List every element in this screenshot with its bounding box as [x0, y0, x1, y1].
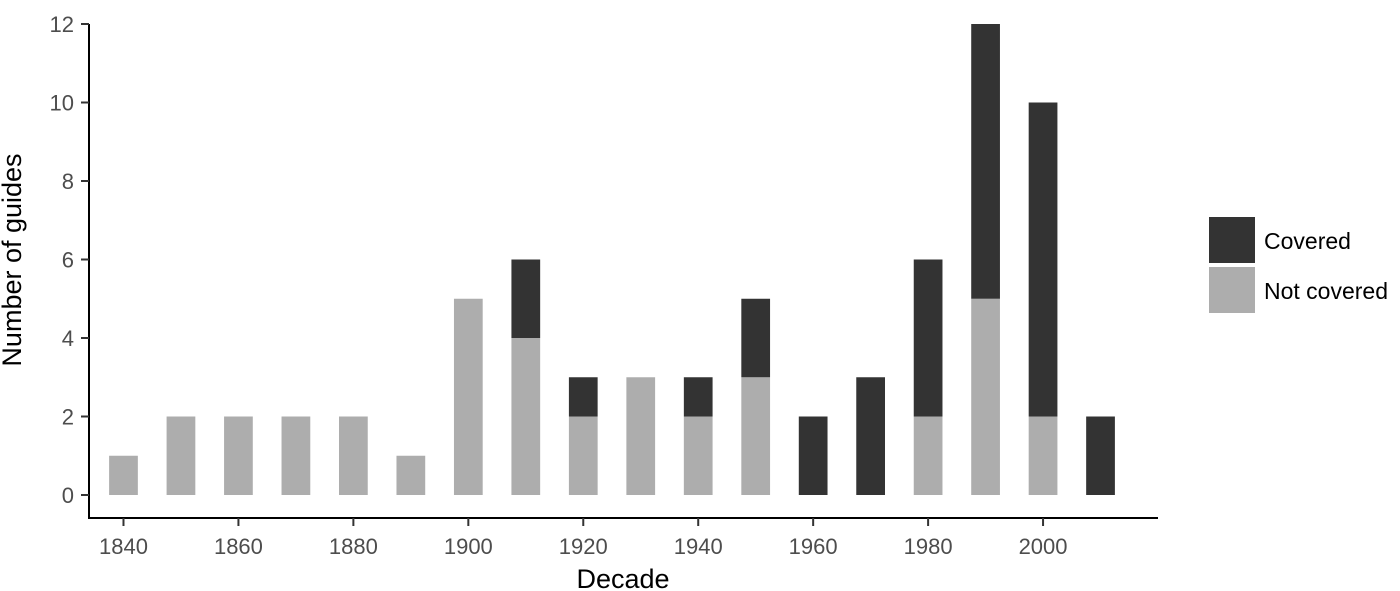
bar-1930-not-covered [626, 377, 656, 495]
x-axis-title: Decade [576, 564, 669, 591]
bar-1940-covered [683, 377, 713, 417]
x-tick-label: 2000 [1019, 534, 1068, 559]
y-tick-label: 2 [62, 405, 74, 430]
bar-1940-not-covered [683, 416, 713, 495]
bars-group [109, 24, 1115, 495]
bar-1980-covered [913, 259, 943, 417]
y-tick-label: 10 [50, 91, 74, 116]
bar-1980-not-covered [913, 416, 943, 495]
bar-1970-covered [856, 377, 886, 495]
y-ticks-group: 0 2 4 6 8 10 12 [50, 12, 89, 508]
bar-1870-not-covered [281, 416, 311, 495]
bar-2000-not-covered [1028, 416, 1058, 495]
bar-1910-not-covered [511, 338, 541, 495]
y-tick-label: 12 [50, 12, 74, 37]
x-tick-label: 1900 [444, 534, 493, 559]
x-tick-label: 1920 [559, 534, 608, 559]
legend: Covered Not covered [1209, 217, 1388, 313]
bar-1880-not-covered [339, 416, 368, 495]
legend-label-not-covered: Not covered [1264, 278, 1388, 304]
x-tick-label: 1860 [214, 534, 263, 559]
bar-1950-covered [741, 298, 771, 378]
y-tick-label: 6 [62, 248, 74, 273]
x-tick-label: 1940 [674, 534, 723, 559]
bar-1850-not-covered [166, 416, 196, 495]
y-tick-label: 8 [62, 169, 74, 194]
legend-swatch-not-covered [1209, 267, 1255, 313]
y-axis-title: Number of guides [0, 153, 27, 366]
bar-1920-not-covered [568, 416, 598, 495]
bar-1860-not-covered [224, 416, 253, 495]
bar-1840-not-covered [109, 455, 138, 495]
y-tick-label: 0 [62, 483, 74, 508]
bar-1990-not-covered [971, 298, 1000, 495]
bar-1950-not-covered [741, 377, 771, 495]
x-tick-label: 1840 [99, 534, 148, 559]
x-tick-label: 1980 [904, 534, 953, 559]
legend-swatch-covered [1209, 217, 1255, 263]
y-tick-label: 4 [62, 326, 74, 351]
bar-1900-not-covered [453, 298, 483, 495]
x-tick-label: 1960 [789, 534, 838, 559]
bar-1910-covered [511, 259, 541, 338]
bar-1890-not-covered [396, 455, 426, 495]
bar-2010-covered [1086, 416, 1115, 495]
bar-1920-covered [568, 377, 598, 417]
x-ticks-group: 1840 1860 1880 1900 1920 1940 1960 1980 2000 [99, 518, 1068, 559]
bar-1960-covered [798, 416, 828, 495]
bar-2000-covered [1028, 102, 1058, 417]
x-tick-label: 1880 [329, 534, 378, 559]
legend-label-covered: Covered [1264, 228, 1351, 254]
bar-1990-covered [971, 24, 1000, 299]
